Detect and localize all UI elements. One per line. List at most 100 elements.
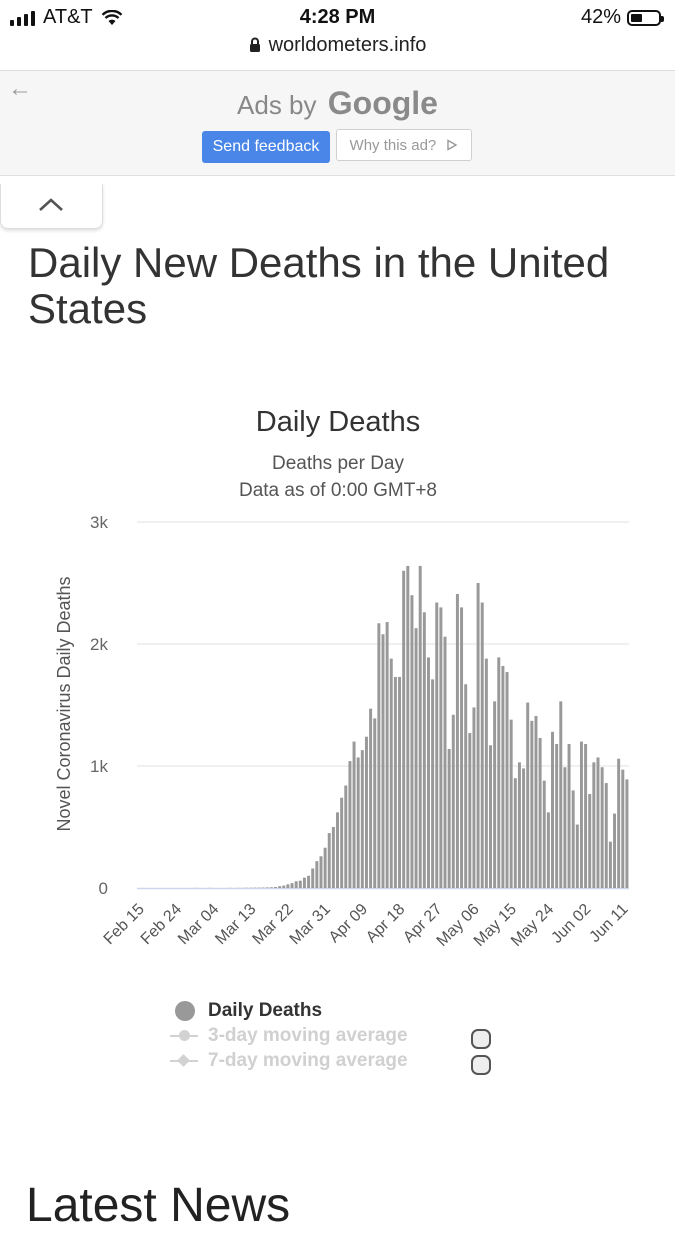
x-tick-label: Mar 31 — [287, 901, 334, 948]
bar — [518, 762, 521, 888]
why-this-ad-button[interactable]: Why this ad? — [336, 129, 472, 161]
status-bar: AT&T 4:28 PM 42% — [0, 0, 675, 36]
bar — [311, 868, 314, 888]
bar — [559, 701, 562, 888]
bar — [621, 770, 624, 888]
bar — [444, 637, 447, 888]
bar — [377, 623, 380, 888]
y-tick-label: 1k — [90, 757, 108, 776]
bar — [278, 886, 281, 888]
latest-news-heading: Latest News — [26, 1178, 290, 1233]
x-tick-label: Mar 22 — [250, 901, 297, 948]
send-feedback-button[interactable]: Send feedback — [202, 131, 330, 163]
bar — [394, 677, 397, 888]
bar — [460, 607, 463, 888]
bar — [410, 595, 413, 888]
bar — [419, 566, 422, 888]
why-this-ad-label: Why this ad? — [350, 137, 437, 154]
ads-by-label: Ads by — [237, 90, 317, 120]
bar — [390, 659, 393, 888]
bar — [530, 721, 533, 888]
bar — [328, 833, 331, 888]
bar — [526, 703, 529, 888]
battery-icon — [627, 10, 661, 26]
y-tick-labels: 0 1k 2k 3k — [90, 513, 108, 898]
bar — [543, 781, 546, 888]
bar — [307, 876, 310, 888]
bar — [551, 732, 554, 888]
bar — [522, 768, 525, 888]
bar — [427, 657, 430, 888]
legend-line-diamond-icon — [170, 1051, 200, 1071]
bar — [481, 603, 484, 888]
y-tick-label: 3k — [90, 513, 108, 532]
bar — [601, 767, 604, 888]
bar — [464, 684, 467, 888]
bar — [398, 677, 401, 888]
bar — [435, 603, 438, 888]
bar — [514, 778, 517, 888]
bar — [402, 571, 405, 888]
bar — [563, 767, 566, 888]
x-tick-label: Apr 09 — [326, 901, 371, 946]
bar — [576, 825, 579, 888]
bar — [431, 679, 434, 888]
bar — [357, 757, 360, 888]
bar — [270, 887, 273, 888]
bar — [456, 594, 459, 888]
x-tick-label: Apr 18 — [363, 901, 408, 946]
bar — [448, 749, 451, 888]
lock-icon — [249, 37, 261, 53]
legend-label: 7-day moving average — [208, 1050, 408, 1072]
bar — [555, 744, 558, 888]
bar — [580, 742, 583, 888]
chart-subtitle-1: Deaths per Day — [272, 453, 405, 474]
ad-panel: ← Ads by Google Send feedback Why this a… — [0, 70, 675, 176]
x-tick-label: Jun 11 — [586, 901, 631, 946]
status-right: 42% — [581, 6, 661, 29]
bar — [315, 861, 318, 888]
bar — [547, 812, 550, 888]
bar — [493, 701, 496, 888]
toggle-7day-checkbox[interactable] — [471, 1055, 491, 1075]
bar — [625, 779, 628, 888]
bar — [468, 733, 471, 888]
bar — [299, 881, 302, 888]
battery-percent: 42% — [581, 6, 621, 29]
chart-subtitle-2: Data as of 0:00 GMT+8 — [239, 480, 437, 501]
bar — [382, 634, 385, 888]
bar — [332, 827, 335, 888]
bar — [501, 666, 504, 888]
bar — [572, 790, 575, 888]
bar — [336, 812, 339, 888]
x-tick-label: Mar 13 — [212, 901, 259, 948]
x-tick-label: Feb 15 — [101, 901, 148, 948]
bar — [365, 737, 368, 888]
chart-legend: Daily Deaths 3-day moving average 7-day … — [170, 998, 408, 1073]
bar — [539, 738, 542, 888]
bar — [506, 672, 509, 888]
bar — [588, 794, 591, 888]
collapse-ad-button[interactable] — [0, 184, 103, 229]
bar — [303, 878, 306, 888]
legend-label: Daily Deaths — [208, 1000, 322, 1022]
bar — [361, 750, 364, 888]
bar — [452, 715, 455, 888]
bar — [386, 622, 389, 888]
legend-item-3day[interactable]: 3-day moving average — [170, 1023, 408, 1048]
url-bar[interactable]: worldometers.info — [0, 34, 675, 66]
legend-item-7day[interactable]: 7-day moving average — [170, 1048, 408, 1073]
toggle-3day-checkbox[interactable] — [471, 1029, 491, 1049]
y-tick-label: 0 — [99, 879, 108, 898]
bar — [605, 783, 608, 888]
bar — [344, 786, 347, 888]
legend-item-daily-deaths[interactable]: Daily Deaths — [170, 998, 408, 1023]
daily-deaths-chart: Daily Deaths Deaths per Day Data as of 0… — [0, 395, 675, 995]
y-tick-label: 2k — [90, 635, 108, 654]
chart-title: Daily Deaths — [256, 406, 420, 438]
bar — [340, 798, 343, 888]
bar — [274, 887, 277, 888]
bar — [617, 759, 620, 888]
bar — [584, 744, 587, 888]
bar — [534, 716, 537, 888]
